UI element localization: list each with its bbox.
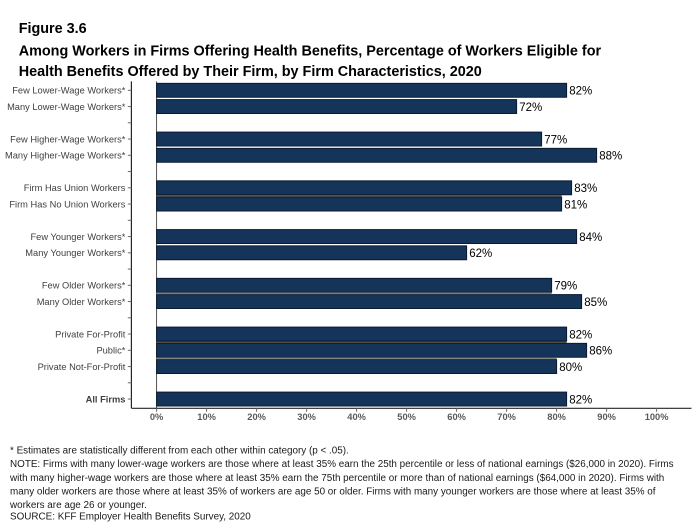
- svg-text:NOTE: Firms with many lower-wa: NOTE: Firms with many lower-wage workers…: [10, 459, 674, 470]
- svg-text:with many higher-wage workers: with many higher-wage workers are those …: [9, 473, 664, 484]
- svg-text:Firm Has Union Workers: Firm Has Union Workers: [24, 183, 126, 193]
- svg-text:83%: 83%: [574, 183, 597, 195]
- svg-text:79%: 79%: [554, 281, 577, 293]
- svg-text:Few Higher-Wage Workers*: Few Higher-Wage Workers*: [10, 134, 126, 144]
- svg-text:Many Lower-Wage Workers*: Many Lower-Wage Workers*: [7, 102, 126, 112]
- svg-text:Many Older Workers*: Many Older Workers*: [37, 297, 126, 307]
- svg-text:60%: 60%: [447, 412, 466, 422]
- svg-text:85%: 85%: [584, 297, 607, 309]
- svg-text:Public*: Public*: [96, 346, 125, 356]
- svg-text:many older workers are those w: many older workers are those where at le…: [10, 486, 656, 497]
- svg-text:Many Higher-Wage Workers*: Many Higher-Wage Workers*: [5, 151, 126, 161]
- svg-text:Health Benefits Offered by The: Health Benefits Offered by Their Firm, b…: [19, 64, 482, 80]
- svg-text:40%: 40%: [347, 412, 366, 422]
- svg-text:90%: 90%: [597, 412, 616, 422]
- svg-text:62%: 62%: [469, 248, 492, 260]
- svg-text:100%: 100%: [645, 412, 670, 422]
- svg-text:50%: 50%: [397, 412, 416, 422]
- svg-text:86%: 86%: [589, 346, 612, 358]
- svg-text:80%: 80%: [559, 362, 582, 374]
- svg-text:72%: 72%: [519, 102, 542, 114]
- svg-text:Many Younger Workers*: Many Younger Workers*: [25, 248, 125, 258]
- svg-text:70%: 70%: [497, 412, 516, 422]
- svg-text:Private For-Profit: Private For-Profit: [55, 329, 126, 339]
- svg-text:20%: 20%: [247, 412, 266, 422]
- svg-text:84%: 84%: [579, 232, 602, 244]
- svg-text:30%: 30%: [297, 412, 316, 422]
- svg-text:All Firms: All Firms: [86, 394, 126, 404]
- svg-text:82%: 82%: [569, 394, 592, 406]
- svg-text:Among Workers in Firms Offerin: Among Workers in Firms Offering Health B…: [19, 44, 602, 60]
- svg-text:Few Lower-Wage Workers*: Few Lower-Wage Workers*: [12, 86, 126, 96]
- svg-text:Figure 3.6: Figure 3.6: [19, 21, 87, 37]
- svg-text:81%: 81%: [564, 199, 587, 211]
- svg-text:0%: 0%: [150, 412, 164, 422]
- svg-text:workers are age 26 or younger.: workers are age 26 or younger.: [9, 500, 147, 511]
- svg-text:82%: 82%: [569, 329, 592, 341]
- svg-text:77%: 77%: [544, 134, 567, 146]
- svg-text:SOURCE: KFF Employer Health Be: SOURCE: KFF Employer Health Benefits Sur…: [10, 512, 251, 523]
- svg-text:10%: 10%: [197, 412, 216, 422]
- svg-text:* Estimates are statistically: * Estimates are statistically different …: [10, 446, 349, 457]
- svg-text:88%: 88%: [599, 151, 622, 163]
- svg-text:Few Older Workers*: Few Older Workers*: [42, 281, 126, 291]
- svg-text:80%: 80%: [547, 412, 566, 422]
- svg-text:Private Not-For-Profit: Private Not-For-Profit: [38, 362, 126, 372]
- svg-text:Firm Has No Union Workers: Firm Has No Union Workers: [9, 199, 125, 209]
- svg-text:82%: 82%: [569, 86, 592, 98]
- svg-text:Few Younger Workers*: Few Younger Workers*: [30, 232, 125, 242]
